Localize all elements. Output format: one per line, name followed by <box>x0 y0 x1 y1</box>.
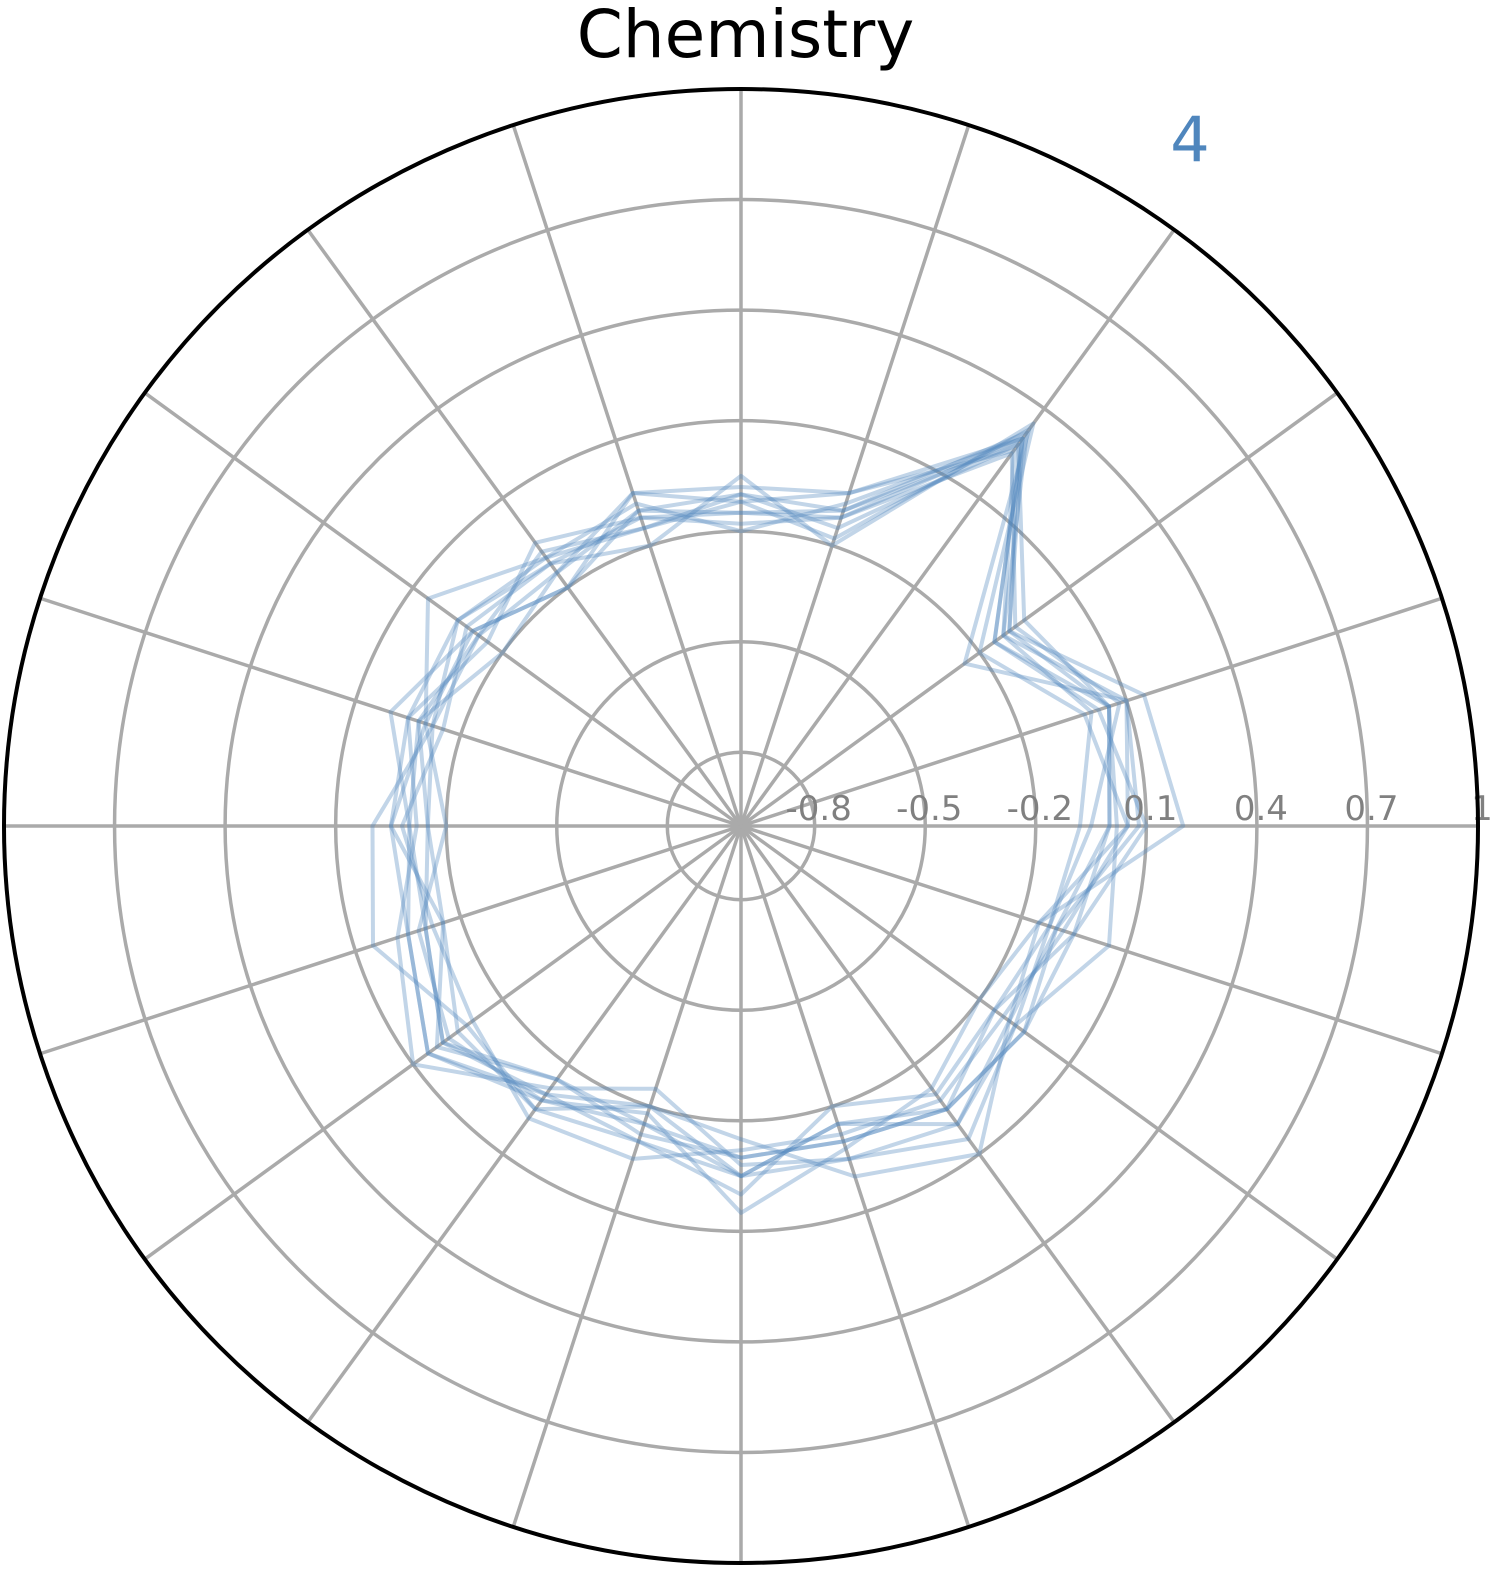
series-line-1 <box>423 442 1112 1160</box>
axis-spoke-7 <box>306 228 743 828</box>
axis-spoke-12 <box>143 824 743 1261</box>
series-line-5 <box>416 436 1186 1215</box>
radial-tick-label-5: 0.7 <box>1344 789 1398 829</box>
axis-spoke-4 <box>739 124 971 827</box>
series-line-6 <box>388 442 1112 1179</box>
chart-title: Chemistry <box>576 0 915 73</box>
axis-spoke-6 <box>511 124 743 827</box>
radial-tick-label-4: 0.4 <box>1234 789 1288 829</box>
series-line-9 <box>388 436 1119 1179</box>
axis-spoke-9 <box>39 596 742 828</box>
series-line-7 <box>370 427 1141 1179</box>
series-line-3 <box>395 451 1122 1167</box>
axis-spoke-1 <box>740 596 1443 828</box>
axis-spoke-8 <box>143 391 743 828</box>
series-layer <box>370 421 1186 1215</box>
series-line-8 <box>416 448 1094 1160</box>
outer-frame-ring <box>2 87 1480 1565</box>
axis-spoke-3 <box>739 228 1176 828</box>
radial-tick-labels: -0.8 -0.5 -0.2 0.1 0.4 0.7 1 <box>786 789 1493 829</box>
axis-spoke-2 <box>739 391 1339 828</box>
radial-tick-label-1: -0.5 <box>896 789 962 829</box>
axis-spoke-18 <box>739 824 1339 1261</box>
series-line-4 <box>400 421 1130 1161</box>
radial-tick-label-2: -0.2 <box>1007 789 1073 829</box>
radial-tick-label-6: 1 <box>1471 789 1493 829</box>
axis-spoke-13 <box>306 824 743 1424</box>
axis-spoke-19 <box>740 824 1443 1056</box>
axis-spoke-16 <box>739 825 971 1528</box>
series-line-0 <box>406 430 1130 1179</box>
axis-spoke-11 <box>39 824 742 1056</box>
series-line-2 <box>388 436 1149 1197</box>
axis-spoke-14 <box>511 825 743 1528</box>
cluster-number-label: 4 <box>1170 103 1210 176</box>
axis-spoke-17 <box>739 824 1176 1424</box>
radial-tick-label-0: -0.8 <box>786 789 852 829</box>
radial-tick-label-3: 0.1 <box>1123 789 1177 829</box>
